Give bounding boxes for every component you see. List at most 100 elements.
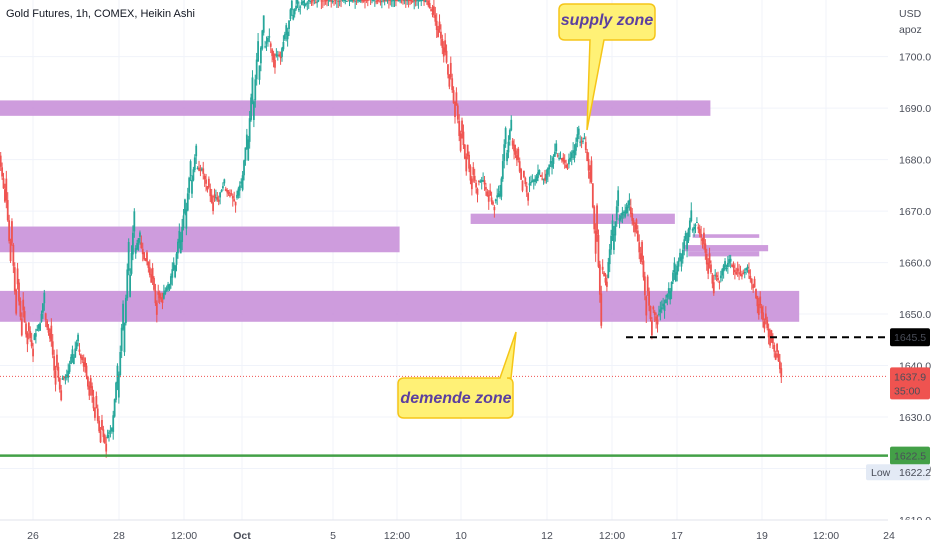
candle-body[interactable] <box>472 167 475 175</box>
candle-body[interactable] <box>635 219 638 230</box>
candle-body[interactable] <box>410 0 413 2</box>
candle-body[interactable] <box>493 206 496 211</box>
candle-body[interactable] <box>175 253 178 265</box>
candle-body[interactable] <box>413 0 416 2</box>
candle-body[interactable] <box>587 159 590 171</box>
candle-body[interactable] <box>286 31 289 40</box>
candle-body[interactable] <box>237 188 240 196</box>
candle-body[interactable] <box>693 226 695 230</box>
candle-body[interactable] <box>454 103 456 118</box>
candle-body[interactable] <box>428 2 431 9</box>
candle-body[interactable] <box>243 160 245 176</box>
candle-body[interactable] <box>769 335 771 346</box>
candle-body[interactable] <box>521 180 524 191</box>
candle-body[interactable] <box>2 178 5 189</box>
candle-body[interactable] <box>449 62 452 78</box>
candle-body[interactable] <box>660 307 663 310</box>
candle-body[interactable] <box>517 148 520 160</box>
candle-body[interactable] <box>238 185 241 191</box>
candle-body[interactable] <box>334 0 337 1</box>
candle-body[interactable] <box>718 282 721 284</box>
candle-body[interactable] <box>51 341 54 355</box>
candle-body[interactable] <box>105 443 108 452</box>
candle-body[interactable] <box>404 0 407 2</box>
candle-body[interactable] <box>151 267 154 279</box>
candle-body[interactable] <box>153 278 155 290</box>
candle-body[interactable] <box>674 272 677 282</box>
candle-body[interactable] <box>306 2 309 4</box>
candles-layer[interactable] <box>0 0 783 458</box>
candle-body[interactable] <box>770 330 773 338</box>
candle-body[interactable] <box>549 161 552 164</box>
candle-body[interactable] <box>392 0 395 1</box>
candle-body[interactable] <box>573 150 576 159</box>
candle-body[interactable] <box>23 311 26 323</box>
candle-body[interactable] <box>570 152 573 158</box>
candle-body[interactable] <box>686 239 688 250</box>
candle-body[interactable] <box>438 21 441 30</box>
candle-body[interactable] <box>624 210 627 217</box>
candle-body[interactable] <box>216 197 219 200</box>
candle-body[interactable] <box>610 235 613 250</box>
candle-body[interactable] <box>231 195 234 199</box>
candle-body[interactable] <box>628 199 631 206</box>
candle-body[interactable] <box>154 290 157 304</box>
candle-body[interactable] <box>558 157 560 159</box>
candle-body[interactable] <box>182 215 185 229</box>
candle-body[interactable] <box>655 316 658 321</box>
candle-body[interactable] <box>470 178 473 190</box>
candle-body[interactable] <box>174 265 177 278</box>
candle-body[interactable] <box>307 0 310 2</box>
candle-body[interactable] <box>305 3 307 6</box>
candle-body[interactable] <box>240 181 243 184</box>
candle-body[interactable] <box>406 0 409 2</box>
candle-body[interactable] <box>158 293 161 299</box>
candle-body[interactable] <box>497 193 500 197</box>
candle-body[interactable] <box>665 299 667 304</box>
candle-body[interactable] <box>559 158 562 160</box>
candle-body[interactable] <box>507 141 510 153</box>
candle-body[interactable] <box>53 356 56 371</box>
candle-body[interactable] <box>613 234 615 250</box>
candle-body[interactable] <box>555 143 558 152</box>
candle-body[interactable] <box>198 167 200 171</box>
candle-body[interactable] <box>192 169 195 181</box>
candle-body[interactable] <box>265 42 268 44</box>
candle-body[interactable] <box>181 226 184 242</box>
candle-body[interactable] <box>362 0 365 2</box>
candle-body[interactable] <box>44 313 47 320</box>
candle-body[interactable] <box>88 385 91 396</box>
candle-body[interactable] <box>432 6 435 15</box>
candle-body[interactable] <box>70 356 72 365</box>
candle-body[interactable] <box>50 325 53 342</box>
candle-body[interactable] <box>739 273 742 275</box>
candle-body[interactable] <box>700 233 703 238</box>
candle-body[interactable] <box>466 144 469 157</box>
candle-body[interactable] <box>261 30 264 49</box>
candle-body[interactable] <box>551 163 553 168</box>
candle-body[interactable] <box>359 0 362 2</box>
candle-body[interactable] <box>61 378 64 380</box>
candle-body[interactable] <box>54 371 57 385</box>
candle-body[interactable] <box>651 320 653 336</box>
candle-body[interactable] <box>447 64 449 75</box>
candle-body[interactable] <box>37 324 40 329</box>
candle-body[interactable] <box>627 204 629 209</box>
candle-body[interactable] <box>283 34 286 40</box>
candle-body[interactable] <box>129 274 131 297</box>
candle-body[interactable] <box>714 274 717 276</box>
candle-body[interactable] <box>468 154 470 169</box>
candle-body[interactable] <box>95 395 98 409</box>
candle-body[interactable] <box>458 121 461 137</box>
candle-body[interactable] <box>321 0 324 2</box>
candle-body[interactable] <box>736 268 739 272</box>
candle-body[interactable] <box>527 193 530 201</box>
candle-body[interactable] <box>390 0 393 2</box>
candle-body[interactable] <box>299 6 302 8</box>
candle-body[interactable] <box>771 336 774 344</box>
candle-body[interactable] <box>586 151 589 162</box>
candle-body[interactable] <box>108 432 110 434</box>
candle-body[interactable] <box>255 59 258 80</box>
candle-body[interactable] <box>545 173 548 180</box>
candle-body[interactable] <box>6 200 9 221</box>
